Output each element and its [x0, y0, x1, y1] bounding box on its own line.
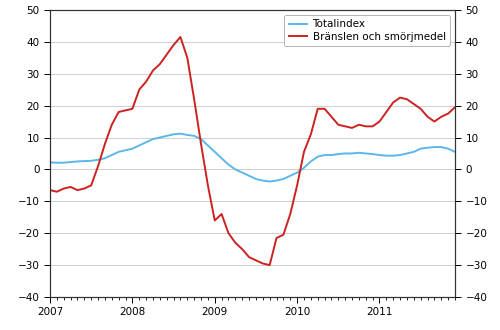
Bränslen och smörjmedel [178, 35, 184, 39]
Bränslen och smörjmedel [266, 263, 272, 267]
Totalindex [184, 133, 190, 137]
Bränslen och smörjmedel [184, 56, 190, 60]
Bränslen och smörjmedel [191, 97, 197, 101]
Bränslen och smörjmedel [47, 188, 53, 192]
Totalindex [191, 134, 197, 138]
Totalindex [314, 155, 320, 159]
Totalindex [150, 137, 156, 141]
Line: Bränslen och smörjmedel: Bränslen och smörjmedel [50, 37, 455, 265]
Bränslen och smörjmedel [452, 105, 458, 109]
Legend: Totalindex, Bränslen och smörjmedel: Totalindex, Bränslen och smörjmedel [284, 15, 450, 46]
Totalindex [116, 150, 121, 154]
Bränslen och smörjmedel [164, 52, 170, 56]
Totalindex [178, 132, 184, 136]
Bränslen och smörjmedel [314, 107, 320, 111]
Bränslen och smörjmedel [150, 69, 156, 73]
Totalindex [266, 180, 272, 183]
Bränslen och smörjmedel [116, 110, 121, 114]
Line: Totalindex: Totalindex [50, 134, 455, 182]
Totalindex [164, 134, 170, 138]
Totalindex [452, 150, 458, 154]
Totalindex [47, 160, 53, 164]
